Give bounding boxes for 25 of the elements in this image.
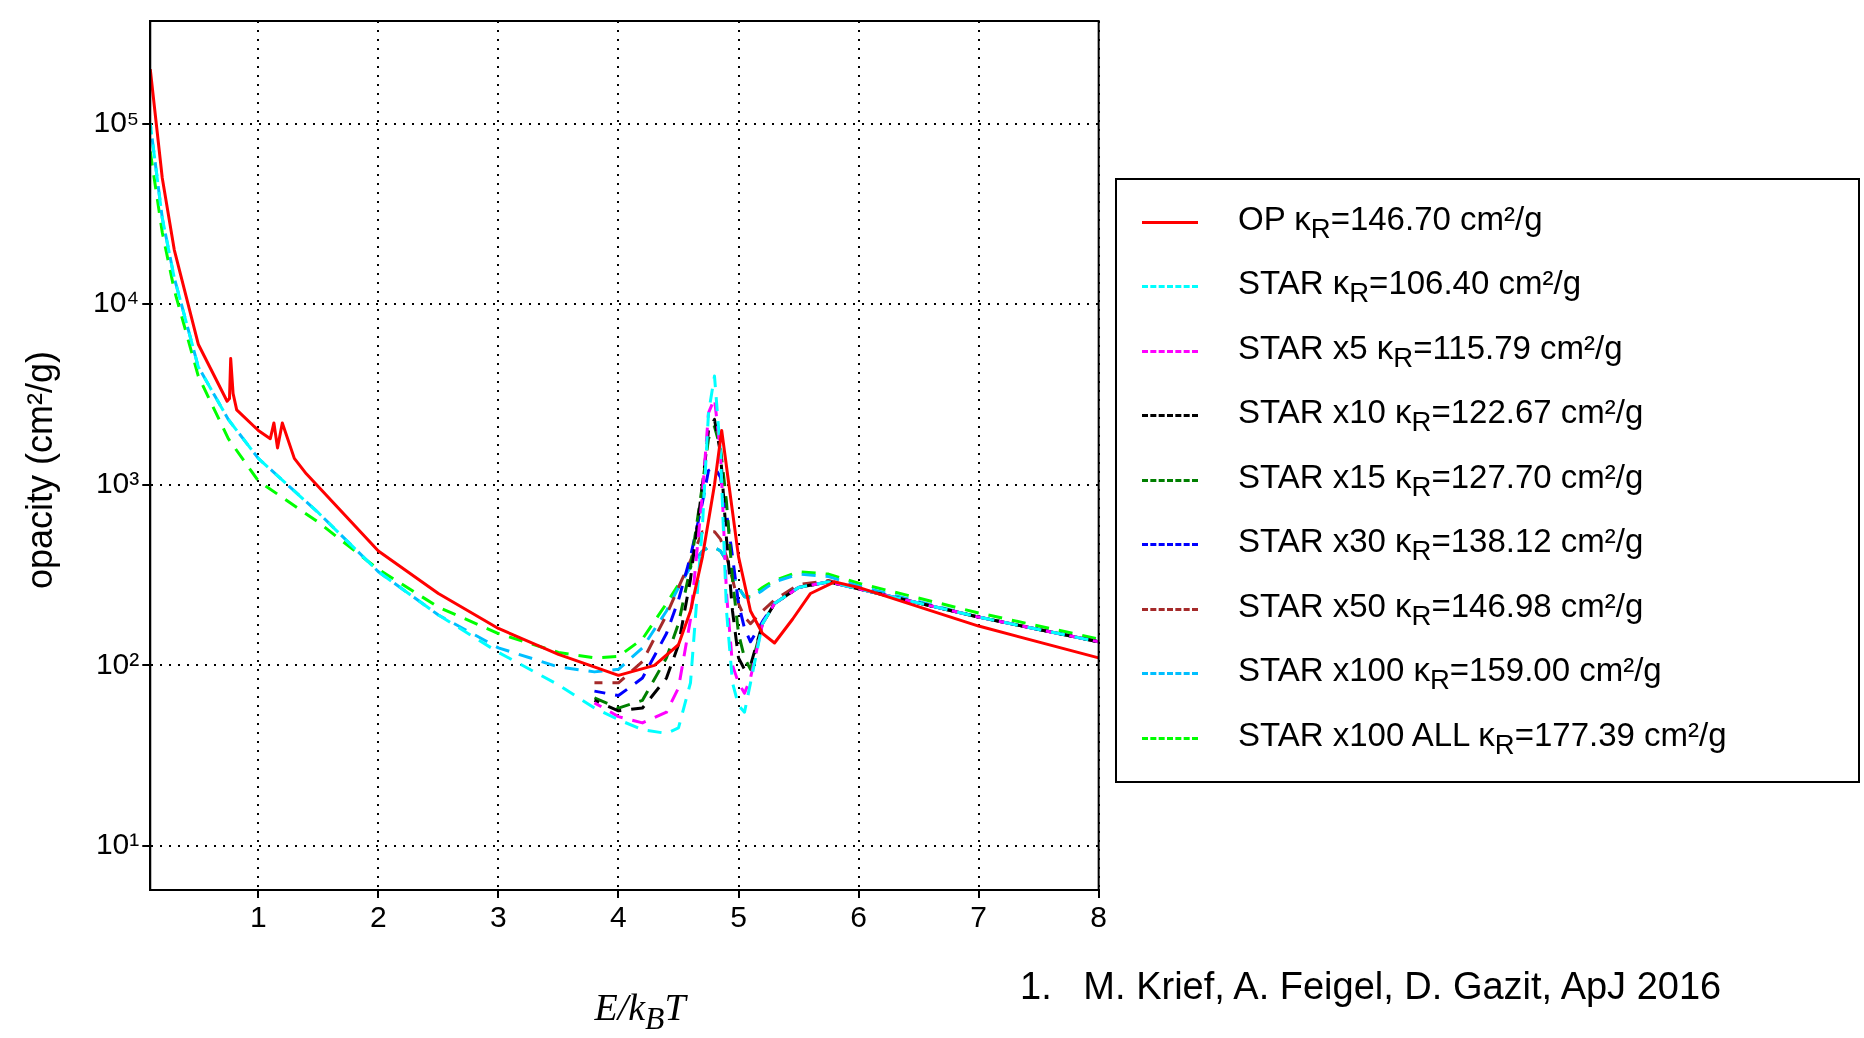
text: 1. M. Krief, A. Feigel, D. Gazit, ApJ 2016 xyxy=(1020,965,1722,1008)
legend-label: STAR x100 κ$_{R}$=159.00 cm²/g xyxy=(1238,651,1662,697)
y-tick-label: 10⁴ xyxy=(92,285,140,319)
legend-label: OP κ$_{R}$=146.70 cm²/g xyxy=(1238,199,1543,245)
x-tick-label: 1 xyxy=(249,900,267,934)
x-tick-label: 4 xyxy=(610,900,627,934)
y-tick-label: 10³ xyxy=(95,466,140,500)
y-tick-label: 10² xyxy=(95,646,140,680)
x-tick-label: 3 xyxy=(490,900,507,934)
legend-label: STAR x100 ALL κ$_{R}$=177.39 cm²/g xyxy=(1238,715,1727,761)
legend-label: STAR x10 κ$_{R}$=122.67 cm²/g xyxy=(1238,393,1644,439)
x-tick-label: 2 xyxy=(370,900,387,934)
x-axis-title: E/k$_{B}$T xyxy=(594,985,686,1037)
legend-label: STAR κ$_{R}$=106.40 cm²/g xyxy=(1238,264,1581,310)
legend-label: STAR x5 κ$_{R}$=115.79 cm²/g xyxy=(1238,328,1623,374)
legend-label: STAR x50 κ$_{R}$=146.98 cm²/g xyxy=(1238,586,1644,632)
x-tick-label: 8 xyxy=(1090,900,1107,934)
x-tick-label: 7 xyxy=(970,900,987,934)
legend-label: STAR x30 κ$_{R}$=138.12 cm²/g xyxy=(1238,522,1644,568)
x-tick-label: 6 xyxy=(850,900,867,934)
legend-label: STAR x15 κ$_{R}$=127.70 cm²/g xyxy=(1238,457,1644,503)
y-tick-label: 10¹ xyxy=(95,827,140,861)
y-tick-label: 10⁵ xyxy=(93,104,140,138)
x-tick-label: 5 xyxy=(730,900,747,934)
y-axis-title: opacity (cm²/g) xyxy=(19,350,61,590)
